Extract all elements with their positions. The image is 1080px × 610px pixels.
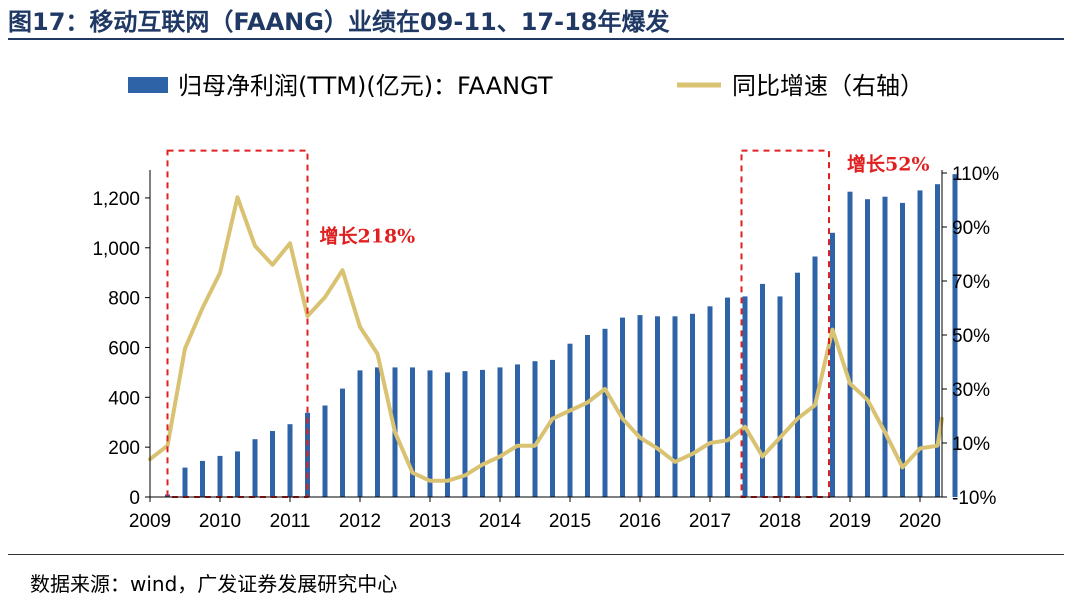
x-tick-label: 2013 bbox=[409, 511, 451, 532]
bar bbox=[602, 328, 608, 497]
bar bbox=[217, 455, 223, 497]
x-tick-label: 2016 bbox=[619, 511, 661, 532]
bar bbox=[287, 424, 293, 497]
bar bbox=[340, 388, 345, 497]
x-tick-label: 2014 bbox=[479, 511, 522, 532]
x-tick-label: 2019 bbox=[829, 511, 871, 532]
bar bbox=[585, 335, 590, 497]
bar bbox=[462, 371, 468, 497]
legend-bar-label: 归母净利润(TTM)(亿元)：FAANGT bbox=[178, 72, 553, 100]
bar bbox=[707, 306, 713, 497]
x-tick-label: 2015 bbox=[549, 511, 591, 532]
bar bbox=[917, 190, 923, 497]
right-tick-label: 110% bbox=[952, 164, 999, 185]
bar bbox=[830, 232, 835, 498]
x-tick-label: 2010 bbox=[199, 511, 241, 532]
bar bbox=[445, 372, 450, 497]
left-tick-label: 0 bbox=[129, 488, 140, 509]
bar bbox=[235, 451, 240, 497]
legend-bar-swatch bbox=[128, 77, 168, 93]
bar bbox=[480, 369, 485, 497]
right-tick-label: 70% bbox=[952, 272, 990, 293]
faang-profit-chart: 增长218% 增长52% 0 200 400 600 800 1,000 1,200 -10% 1… bbox=[92, 72, 999, 532]
footer-rule bbox=[8, 554, 1064, 555]
bar bbox=[620, 317, 625, 497]
annotation-growth-52: 增长52% bbox=[847, 153, 930, 176]
right-tick-label: 50% bbox=[952, 326, 990, 347]
right-tick-label: -10% bbox=[952, 488, 996, 509]
legend: 归母净利润(TTM)(亿元)：FAANGT 同比增速（右轴） bbox=[128, 72, 924, 100]
left-tick-label: 200 bbox=[108, 438, 140, 459]
right-tick-label: 10% bbox=[952, 434, 990, 455]
left-tick-label: 1,200 bbox=[92, 189, 140, 210]
left-tick-label: 400 bbox=[108, 388, 140, 409]
x-tick-label: 2012 bbox=[339, 511, 381, 532]
highlight-box-growth-218 bbox=[166, 149, 309, 498]
bar-series bbox=[165, 174, 958, 498]
bar bbox=[550, 359, 555, 497]
legend-line-label: 同比增速（右轴） bbox=[732, 72, 924, 100]
bar bbox=[567, 343, 573, 497]
bar bbox=[357, 370, 363, 497]
right-tick-label: 90% bbox=[952, 218, 990, 239]
bar bbox=[952, 174, 958, 497]
growth-line bbox=[148, 195, 944, 483]
bar bbox=[637, 315, 643, 497]
left-tick-label: 1,000 bbox=[92, 239, 140, 260]
bar bbox=[655, 316, 660, 497]
bar bbox=[847, 191, 853, 497]
bar bbox=[200, 460, 205, 497]
bar bbox=[742, 296, 748, 497]
x-tick-label: 2018 bbox=[759, 511, 801, 532]
title-rule bbox=[8, 38, 1064, 40]
x-tick-label: 2017 bbox=[689, 511, 731, 532]
left-tick-label: 600 bbox=[108, 338, 140, 359]
bar bbox=[900, 202, 905, 497]
bar bbox=[252, 439, 258, 497]
bar bbox=[812, 256, 818, 497]
annotation-growth-218: 增长218% bbox=[320, 225, 416, 248]
bar bbox=[882, 196, 888, 497]
bar bbox=[427, 370, 433, 497]
bar bbox=[672, 316, 678, 497]
x-tick-label: 2009 bbox=[129, 511, 171, 532]
bar bbox=[935, 184, 940, 497]
line-series bbox=[148, 195, 944, 483]
bar bbox=[865, 199, 870, 497]
bar bbox=[497, 367, 503, 497]
bar bbox=[725, 297, 730, 497]
x-tick-label: 2011 bbox=[270, 511, 311, 532]
left-tick-label: 800 bbox=[108, 289, 140, 310]
bar bbox=[690, 313, 695, 497]
bar bbox=[777, 296, 783, 497]
bar bbox=[532, 361, 538, 497]
source-note: 数据来源：wind，广发证券发展研究中心 bbox=[30, 572, 398, 596]
bar bbox=[760, 283, 765, 497]
right-tick-label: 30% bbox=[952, 380, 990, 401]
x-tick-label: 2020 bbox=[899, 511, 941, 532]
figure-title: 图17：移动互联网（FAANG）业绩在09-11、17-18年爆发 bbox=[8, 8, 670, 36]
axes: 0 200 400 600 800 1,000 1,200 -10% 10% 30% 50% 70% 9… bbox=[92, 164, 999, 532]
bar bbox=[410, 367, 415, 497]
bar bbox=[270, 431, 275, 497]
bar bbox=[515, 364, 520, 497]
bar bbox=[182, 467, 188, 497]
bar bbox=[375, 367, 380, 497]
bar bbox=[322, 405, 328, 497]
bar bbox=[795, 272, 800, 497]
